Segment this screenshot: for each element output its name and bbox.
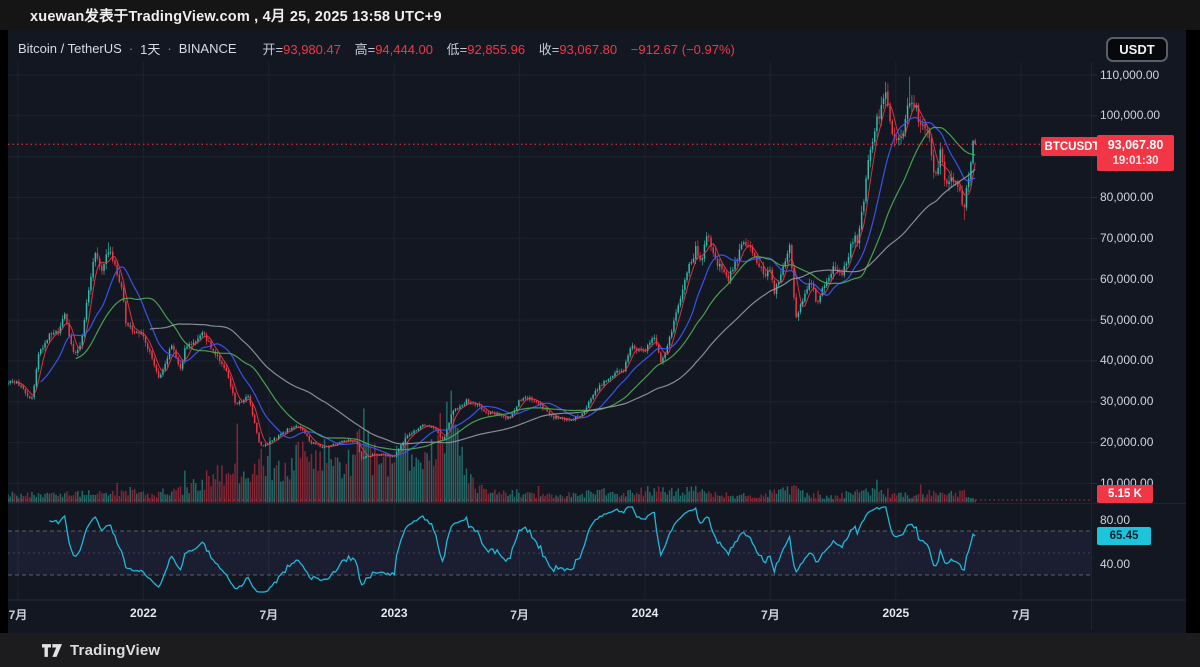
- rsi-tick-label: 80.00: [1100, 512, 1131, 527]
- last-price-badge: 93,067.80 19:01:30: [1097, 135, 1174, 171]
- time-tick-label: 7月: [761, 608, 780, 622]
- currency-toggle-button[interactable]: USDT: [1106, 37, 1168, 62]
- ohlc-values: 开=93,980.47 高=94,444.00 低=92,855.96 收=93…: [253, 39, 735, 58]
- time-tick-label: 2025: [882, 606, 910, 620]
- time-tick-label: 7月: [510, 608, 529, 622]
- time-tick-label: 7月: [259, 608, 279, 622]
- close-label: 收=: [538, 41, 560, 57]
- price-tick-label: 70,000.00: [1100, 230, 1154, 245]
- brand-name[interactable]: TradingView: [70, 641, 161, 659]
- time-tick-label: 7月: [1011, 608, 1031, 622]
- price-tick-label: 20,000.00: [1100, 435, 1154, 450]
- price-tick-label: 50,000.00: [1100, 312, 1154, 327]
- symbol-price-badge: BTCUSDT: [1041, 137, 1103, 156]
- footer-bar: TradingView: [0, 633, 1200, 667]
- price-tick-label: 40,000.00: [1100, 353, 1154, 368]
- volume-value-badge: 5.15 K: [1097, 485, 1153, 503]
- exchange-label: BINANCE: [178, 40, 237, 56]
- time-tick-label: 2023: [380, 606, 408, 620]
- header-separator: ·: [167, 40, 172, 56]
- price-tick-label: 60,000.00: [1100, 271, 1154, 286]
- chart-panel[interactable]: [8, 30, 1186, 633]
- high-value: 94,444.00: [375, 41, 434, 57]
- rsi-value-badge: 65.45: [1097, 527, 1151, 545]
- share-attribution-bar: xuewan发表于TradingView.com , 4月 25, 2025 1…: [0, 0, 1200, 30]
- low-value: 92,855.96: [467, 41, 526, 57]
- interval-label[interactable]: 1天: [140, 41, 161, 57]
- price-tick-label: 30,000.00: [1100, 394, 1154, 409]
- last-price-label: 93,067.80: [1107, 138, 1164, 152]
- tradingview-logo-icon[interactable]: [42, 643, 62, 657]
- open-value: 93,980.47: [283, 41, 341, 57]
- chart-header: Bitcoin / TetherUS · 1天 · BINANCE 开=93,9…: [18, 38, 735, 58]
- countdown-label: 19:01:30: [1112, 155, 1159, 167]
- price-tick-label: 80,000.00: [1100, 190, 1154, 205]
- open-label: 开=: [262, 41, 284, 57]
- high-label: 高=: [354, 41, 376, 57]
- symbol-title[interactable]: Bitcoin / TetherUS: [18, 40, 122, 56]
- time-tick-label: 7月: [8, 608, 28, 622]
- low-label: 低=: [446, 41, 468, 57]
- close-value: 93,067.80: [559, 41, 618, 57]
- rsi-tick-label: 40.00: [1100, 556, 1131, 571]
- price-tick-label: 100,000.00: [1100, 108, 1161, 123]
- price-tick-label: 110,000.00: [1100, 67, 1160, 82]
- share-attribution-text: xuewan发表于TradingView.com , 4月 25, 2025 1…: [30, 8, 442, 25]
- change-value: −912.67 (−0.97%): [630, 41, 735, 57]
- time-tick-label: 2022: [130, 606, 157, 620]
- header-separator: ·: [128, 40, 134, 56]
- time-tick-label: 2024: [631, 606, 659, 620]
